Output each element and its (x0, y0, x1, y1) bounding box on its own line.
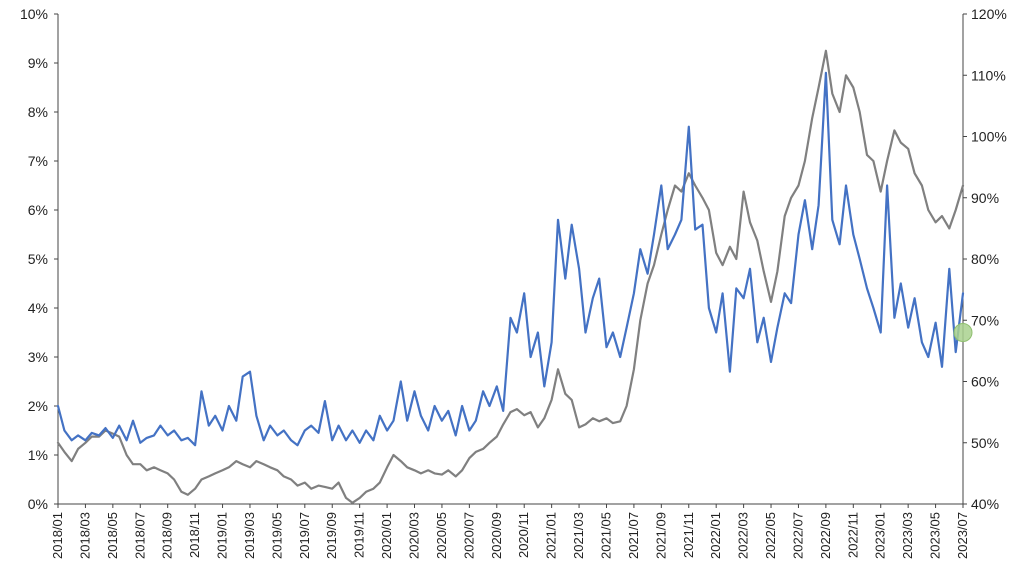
x-tick-label: 2019/07 (297, 512, 312, 559)
y-left-tick-label: 0% (28, 496, 48, 512)
series-line-left-axis (56, 71, 965, 447)
x-tick-label: 2020/09 (489, 512, 504, 559)
x-tick-label: 2018/11 (187, 512, 202, 558)
x-tick-label: 2018/01 (50, 512, 65, 559)
y-right-tick-label: 110% (971, 67, 1006, 83)
x-tick-label: 2023/07 (955, 512, 970, 559)
y-left-tick-label: 4% (28, 300, 48, 316)
x-tick-label: 2022/09 (818, 512, 833, 559)
y-left-tick-label: 9% (28, 55, 48, 71)
y-right-tick-label: 80% (971, 251, 999, 267)
x-tick-label: 2022/01 (708, 512, 723, 559)
x-tick-label: 2022/07 (790, 512, 805, 559)
x-tick-label: 2019/05 (269, 512, 284, 559)
x-tick-label: 2018/07 (132, 512, 147, 559)
x-tick-label: 2021/03 (571, 512, 586, 559)
y-left-tick-label: 2% (28, 398, 48, 414)
x-tick-label: 2021/09 (653, 512, 668, 559)
y-right-tick-label: 120% (971, 6, 1007, 22)
x-tick-label: 2019/09 (324, 512, 339, 559)
y-left-tick-label: 3% (28, 349, 48, 365)
y-right-tick-label: 70% (971, 312, 999, 328)
x-tick-label: 2021/01 (544, 512, 559, 559)
y-right-tick-label: 50% (971, 435, 999, 451)
x-tick-label: 2022/11 (845, 512, 860, 558)
x-tick-label: 2019/11 (352, 512, 367, 558)
x-tick-label: 2020/05 (434, 512, 449, 559)
x-tick-label: 2023/03 (900, 512, 915, 559)
y-right-tick-label: 40% (971, 496, 999, 512)
y-right-tick-label: 90% (971, 190, 999, 206)
y-left-tick-label: 5% (28, 251, 48, 267)
highlight-marker (953, 323, 973, 342)
x-tick-label: 2022/05 (763, 512, 778, 559)
x-tick-label: 2018/09 (160, 512, 175, 559)
series-line-right-axis (56, 49, 965, 504)
x-tick-label: 2021/11 (681, 512, 696, 558)
x-tick-label: 2021/05 (598, 512, 613, 559)
x-tick-label: 2018/05 (105, 512, 120, 559)
x-tick-label: 2022/03 (736, 512, 751, 559)
x-tick-label: 2020/07 (461, 512, 476, 559)
x-tick-label: 2019/01 (215, 512, 230, 559)
y-left-tick-label: 1% (28, 447, 48, 463)
y-left-tick-label: 10% (20, 6, 48, 22)
x-tick-label: 2021/07 (626, 512, 641, 559)
x-tick-label: 2018/03 (77, 512, 92, 559)
x-tick-label: 2023/05 (928, 512, 943, 559)
x-tick-label: 2020/01 (379, 512, 394, 559)
y-right-tick-label: 100% (971, 129, 1007, 145)
x-tick-label: 2020/03 (407, 512, 422, 559)
y-right-tick-label: 60% (971, 374, 999, 390)
x-tick-label: 2020/11 (516, 512, 531, 558)
y-left-tick-label: 6% (28, 202, 48, 218)
y-left-tick-label: 8% (28, 104, 48, 120)
x-tick-label: 2019/03 (242, 512, 257, 559)
x-tick-label: 2023/01 (873, 512, 888, 559)
y-left-tick-label: 7% (28, 153, 48, 169)
